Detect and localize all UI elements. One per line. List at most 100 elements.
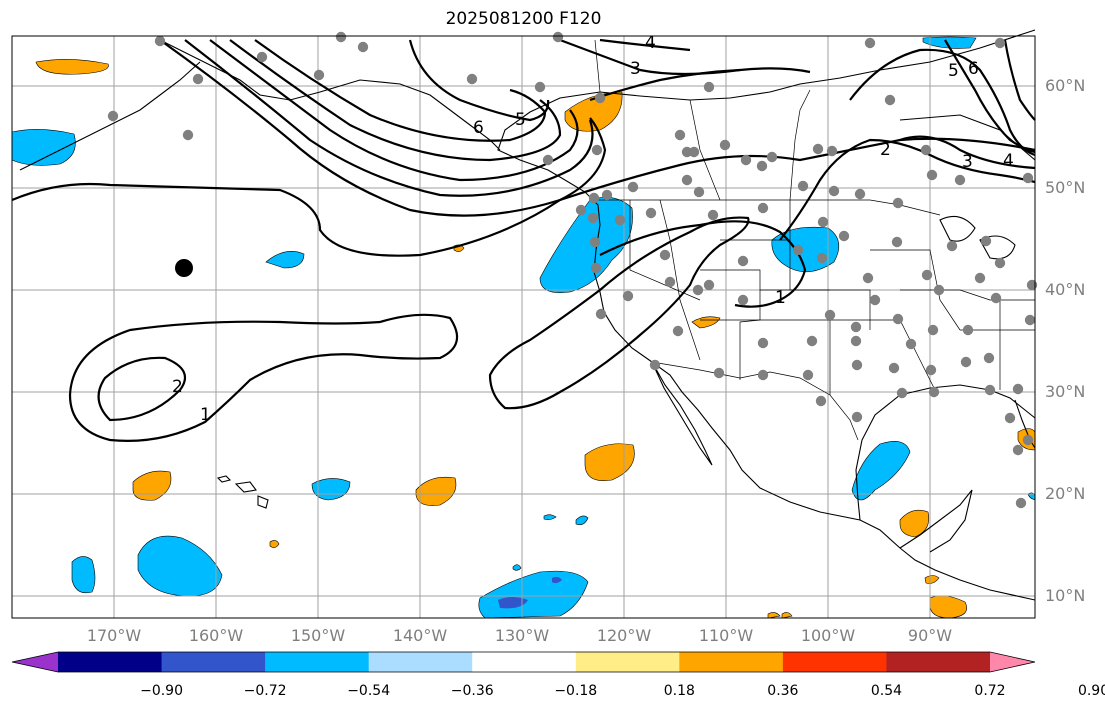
longitude-label: 130°W — [494, 626, 550, 645]
station-marker — [1024, 314, 1036, 326]
station-marker — [892, 197, 904, 209]
station-marker — [983, 352, 995, 364]
contour-label: 4 — [645, 33, 656, 53]
station-marker — [740, 154, 752, 166]
positive-anomaly-patch — [781, 612, 793, 619]
colorbar-tick-label: −0.72 — [243, 683, 287, 699]
colorbar-tick-label: −0.90 — [140, 683, 183, 699]
colorbar-tick-label: −0.18 — [554, 683, 598, 699]
contour-line — [599, 220, 807, 308]
station-marker — [850, 335, 862, 347]
station-marker — [960, 356, 972, 368]
station-marker — [850, 321, 862, 333]
colorbar-tick-label: 0.90 — [1077, 683, 1105, 699]
station-marker — [595, 308, 607, 320]
longitude-label: 150°W — [290, 626, 346, 645]
contour-line — [408, 39, 550, 122]
station-marker — [622, 290, 634, 302]
station-marker — [974, 272, 986, 284]
station-marker — [707, 209, 719, 221]
longitude-label: 140°W — [392, 626, 448, 645]
positive-anomaly-patch — [132, 470, 172, 501]
station-marker — [816, 252, 828, 264]
colorbar — [11, 651, 1036, 673]
station-marker — [1026, 279, 1038, 291]
station-marker — [806, 335, 818, 347]
contour-label: 1 — [775, 288, 786, 308]
station-marker — [892, 313, 904, 325]
station-marker — [812, 143, 824, 155]
station-marker — [357, 41, 369, 53]
station-marker — [192, 73, 204, 85]
colorbar-segment — [58, 652, 163, 672]
station-marker — [826, 145, 838, 157]
station-marker — [703, 279, 715, 291]
colorbar-segment — [472, 652, 577, 672]
contour-line — [209, 39, 579, 182]
station-marker — [817, 216, 829, 228]
station-marker — [672, 325, 684, 337]
station-marker — [864, 37, 876, 49]
station-marker — [256, 51, 268, 63]
contour-label: 5 — [515, 110, 526, 130]
station-marker — [815, 395, 827, 407]
colorbar-tick-label: −0.54 — [347, 683, 391, 699]
station-marker — [896, 387, 908, 399]
colorbar-segment — [886, 652, 991, 672]
station-marker — [851, 411, 863, 423]
station-marker — [926, 169, 938, 181]
contour-line — [1003, 39, 1036, 121]
positive-anomaly-patch — [269, 540, 280, 548]
anomaly-patches — [11, 36, 1036, 619]
contour-label: 5 — [948, 61, 959, 81]
colorbar-segment — [161, 652, 266, 672]
station-marker — [928, 386, 940, 398]
station-marker — [933, 284, 945, 296]
contour-line — [97, 356, 187, 422]
contour-label: 1 — [200, 405, 211, 425]
station-marker — [925, 364, 937, 376]
station-marker — [594, 92, 606, 104]
station-marker — [994, 257, 1006, 269]
station-marker — [891, 236, 903, 248]
station-marker — [737, 294, 749, 306]
positive-anomaly-patch — [415, 476, 457, 506]
positive-anomaly-patch — [924, 575, 940, 584]
contour-line — [899, 135, 1036, 170]
station-marker — [154, 35, 166, 47]
station-marker — [693, 186, 705, 198]
contour-label: 6 — [473, 118, 484, 138]
station-marker — [681, 174, 693, 186]
latitude-label: 40°N — [1045, 280, 1086, 299]
station-marker — [854, 188, 866, 200]
negative-anomaly-patch — [512, 564, 522, 571]
station-marker — [1022, 172, 1034, 184]
station-marker — [688, 146, 700, 158]
contour-line — [849, 48, 1036, 157]
colorbar-over-arrow — [990, 652, 1035, 672]
longitude-label: 100°W — [800, 626, 856, 645]
contour-labels: 1 1 2 3 3 4 4 5 5 6 6 2 — [172, 33, 1014, 425]
station-marker — [921, 269, 933, 281]
coastlines — [19, 29, 1036, 601]
positive-anomaly-patch — [899, 509, 929, 538]
colorbar-segment — [575, 652, 680, 672]
contour-line — [599, 38, 691, 52]
station-marker — [927, 324, 939, 336]
contour-lines — [11, 38, 1036, 442]
station-marker — [713, 367, 725, 379]
contour-label: 3 — [962, 152, 973, 172]
latitude-label: 50°N — [1045, 178, 1086, 197]
station-marker — [1015, 497, 1027, 509]
colorbar-tick-label: −0.36 — [450, 683, 494, 699]
latitude-label: 60°N — [1045, 76, 1086, 95]
station-marker — [1004, 412, 1016, 424]
station-marker — [792, 244, 804, 256]
station-marker — [703, 81, 715, 93]
station-marker — [627, 181, 639, 193]
positive-anomaly-patch — [584, 443, 635, 481]
positive-anomaly-patch — [767, 612, 781, 619]
station-marker — [838, 230, 850, 242]
station-marker — [466, 73, 478, 85]
station-marker — [757, 202, 769, 214]
